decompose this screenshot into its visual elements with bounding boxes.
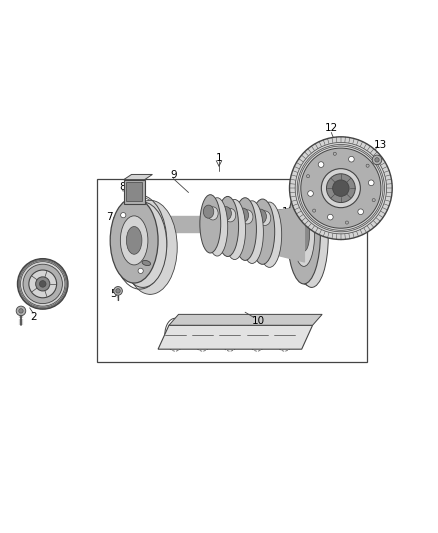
Circle shape <box>318 161 324 167</box>
Circle shape <box>372 199 375 201</box>
Ellipse shape <box>234 198 256 261</box>
Ellipse shape <box>224 199 246 260</box>
Ellipse shape <box>200 195 221 253</box>
Circle shape <box>328 214 333 220</box>
Ellipse shape <box>242 210 253 224</box>
Circle shape <box>21 262 65 306</box>
Ellipse shape <box>298 216 310 252</box>
Ellipse shape <box>207 198 228 256</box>
Polygon shape <box>169 314 322 325</box>
Ellipse shape <box>203 205 214 218</box>
Ellipse shape <box>258 211 271 225</box>
Text: 3: 3 <box>45 277 52 287</box>
Text: 5: 5 <box>110 289 117 300</box>
Text: 2: 2 <box>30 312 36 321</box>
Ellipse shape <box>293 201 314 266</box>
Polygon shape <box>158 325 313 349</box>
Circle shape <box>39 281 46 287</box>
Circle shape <box>138 268 143 273</box>
Ellipse shape <box>220 207 231 220</box>
Circle shape <box>18 259 68 309</box>
Circle shape <box>346 221 349 224</box>
Circle shape <box>375 158 379 162</box>
Circle shape <box>290 137 392 239</box>
Circle shape <box>35 277 50 291</box>
Text: 6: 6 <box>135 271 142 281</box>
Circle shape <box>23 264 63 304</box>
Text: 1: 1 <box>215 152 223 163</box>
Text: 8: 8 <box>119 182 126 192</box>
Bar <box>97 180 367 362</box>
Ellipse shape <box>287 184 321 284</box>
Ellipse shape <box>257 202 282 268</box>
Circle shape <box>332 180 349 196</box>
Ellipse shape <box>208 207 218 220</box>
Ellipse shape <box>119 202 167 287</box>
Circle shape <box>313 209 316 212</box>
Circle shape <box>307 175 310 178</box>
Circle shape <box>16 306 26 316</box>
Ellipse shape <box>217 197 239 256</box>
Circle shape <box>301 148 381 228</box>
Ellipse shape <box>110 198 158 283</box>
Text: 13: 13 <box>374 140 387 150</box>
Circle shape <box>321 168 360 208</box>
Ellipse shape <box>146 216 152 232</box>
Polygon shape <box>124 174 152 180</box>
Circle shape <box>120 213 126 218</box>
Ellipse shape <box>142 261 151 265</box>
Ellipse shape <box>251 199 275 264</box>
Text: 9: 9 <box>170 170 177 180</box>
Circle shape <box>19 309 23 313</box>
Ellipse shape <box>126 227 142 254</box>
Ellipse shape <box>120 216 148 265</box>
Circle shape <box>29 270 57 298</box>
Circle shape <box>368 180 374 185</box>
Bar <box>126 182 142 201</box>
Ellipse shape <box>225 208 236 222</box>
Circle shape <box>326 174 355 203</box>
Ellipse shape <box>295 187 328 287</box>
Text: 7: 7 <box>106 212 113 222</box>
Circle shape <box>372 155 382 165</box>
Text: 11: 11 <box>282 207 295 216</box>
Bar <box>124 180 145 204</box>
Circle shape <box>114 287 122 295</box>
Text: 4: 4 <box>109 233 116 243</box>
Text: 10: 10 <box>251 316 265 326</box>
Ellipse shape <box>254 209 266 224</box>
Circle shape <box>349 156 354 162</box>
Ellipse shape <box>123 200 177 294</box>
Circle shape <box>358 209 364 215</box>
Circle shape <box>307 191 313 196</box>
Ellipse shape <box>241 201 263 263</box>
Circle shape <box>366 164 369 167</box>
Circle shape <box>116 289 120 293</box>
Circle shape <box>333 152 336 155</box>
Text: 12: 12 <box>325 123 338 133</box>
Ellipse shape <box>237 208 249 222</box>
